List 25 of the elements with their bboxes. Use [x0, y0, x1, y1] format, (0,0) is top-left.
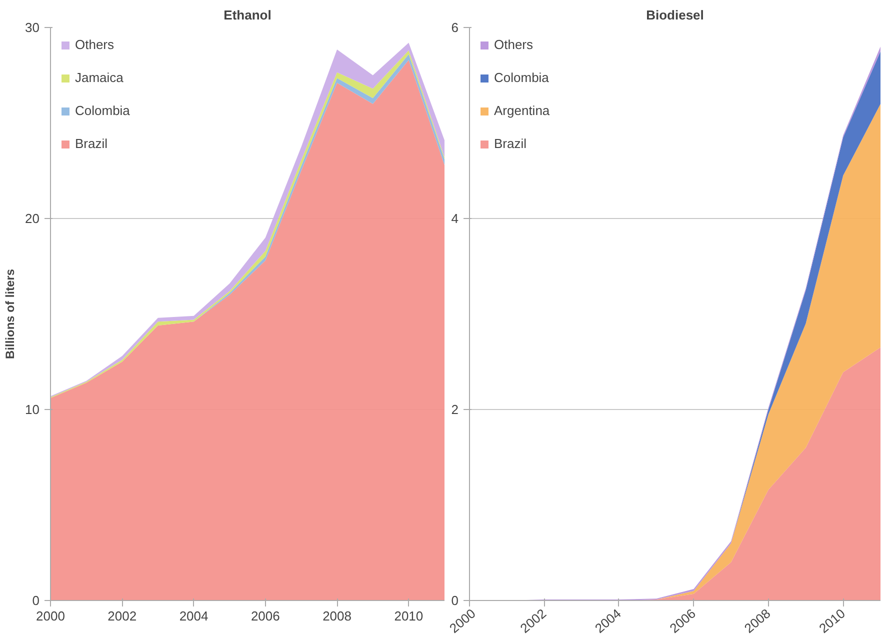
legend-label: Colombia — [494, 70, 549, 85]
legend-label: Argentina — [494, 103, 550, 118]
legend-label: Others — [75, 37, 114, 52]
y-tick-label: 6 — [451, 20, 459, 35]
legend-label: Jamaica — [75, 70, 124, 85]
chart-title: Ethanol — [224, 8, 272, 22]
y-tick-label: 30 — [25, 20, 40, 35]
chart-title: Biodiesel — [646, 8, 704, 22]
x-tick-label: 2006 — [250, 608, 280, 624]
legend-label: Colombia — [75, 103, 130, 118]
legend-label: Others — [494, 37, 534, 52]
y-tick-label: 0 — [451, 593, 459, 608]
y-tick-label: 20 — [25, 211, 40, 226]
legend-label: Brazil — [494, 136, 527, 151]
y-tick-label: 10 — [25, 402, 40, 417]
x-tick-label: 2000 — [36, 608, 65, 624]
legend-label: Brazil — [75, 136, 108, 151]
x-tick-label: 2004 — [179, 608, 208, 624]
x-tick-label: 2002 — [108, 608, 137, 624]
y-axis-title: Billions of liters — [3, 268, 18, 360]
x-tick-label: 2008 — [322, 608, 352, 624]
y-tick-label: 4 — [451, 211, 459, 226]
x-tick-label: 2010 — [394, 608, 424, 624]
y-tick-label: 2 — [451, 402, 459, 417]
y-tick-label: 0 — [32, 593, 40, 608]
